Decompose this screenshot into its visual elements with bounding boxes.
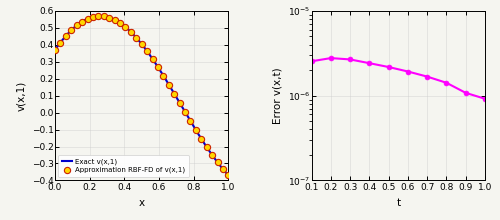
Approximation RBF-FD of v(x,1) bbox=[106, 16, 112, 19]
Exact v(x,1) bbox=[121, 25, 127, 27]
Approximation RBF-FD of v(x,1) bbox=[79, 20, 85, 23]
X-axis label: t: t bbox=[396, 198, 400, 208]
Approximation RBF-FD of v(x,1) bbox=[52, 49, 58, 51]
Exact v(x,1) bbox=[52, 49, 58, 51]
Approximation RBF-FD of v(x,1) bbox=[166, 83, 172, 86]
Approximation RBF-FD of v(x,1) bbox=[150, 58, 156, 60]
Approximation RBF-FD of v(x,1) bbox=[96, 15, 102, 17]
Approximation RBF-FD of v(x,1) bbox=[220, 168, 226, 171]
Approximation RBF-FD of v(x,1) bbox=[204, 146, 210, 149]
Exact v(x,1) bbox=[73, 25, 79, 27]
Approximation RBF-FD of v(x,1) bbox=[63, 35, 69, 37]
Approximation RBF-FD of v(x,1) bbox=[226, 174, 232, 177]
Approximation RBF-FD of v(x,1) bbox=[193, 129, 199, 131]
Approximation RBF-FD of v(x,1) bbox=[128, 31, 134, 33]
Approximation RBF-FD of v(x,1) bbox=[84, 17, 90, 20]
Approximation RBF-FD of v(x,1) bbox=[144, 50, 150, 53]
Approximation RBF-FD of v(x,1) bbox=[138, 43, 144, 46]
Approximation RBF-FD of v(x,1) bbox=[155, 66, 161, 68]
Approximation RBF-FD of v(x,1) bbox=[90, 16, 96, 18]
Approximation RBF-FD of v(x,1) bbox=[209, 154, 215, 156]
Approximation RBF-FD of v(x,1) bbox=[112, 18, 117, 21]
Y-axis label: v(x,1): v(x,1) bbox=[16, 81, 26, 111]
Approximation RBF-FD of v(x,1) bbox=[68, 29, 74, 31]
Legend: Exact v(x,1), Approximation RBF-FD of v(x,1): Exact v(x,1), Approximation RBF-FD of v(… bbox=[58, 155, 188, 177]
Approximation RBF-FD of v(x,1) bbox=[214, 161, 220, 164]
Exact v(x,1) bbox=[162, 76, 168, 79]
Approximation RBF-FD of v(x,1) bbox=[188, 120, 194, 123]
Approximation RBF-FD of v(x,1) bbox=[117, 22, 123, 24]
Approximation RBF-FD of v(x,1) bbox=[160, 74, 166, 77]
Approximation RBF-FD of v(x,1) bbox=[74, 24, 80, 27]
Approximation RBF-FD of v(x,1) bbox=[134, 36, 140, 39]
Exact v(x,1) bbox=[109, 17, 115, 20]
Exact v(x,1) bbox=[178, 103, 184, 106]
X-axis label: x: x bbox=[138, 198, 145, 208]
Approximation RBF-FD of v(x,1) bbox=[176, 101, 182, 104]
Line: Approximation RBF-FD of v(x,1): Approximation RBF-FD of v(x,1) bbox=[52, 13, 232, 178]
Approximation RBF-FD of v(x,1) bbox=[171, 92, 177, 95]
Approximation RBF-FD of v(x,1) bbox=[58, 41, 64, 44]
Y-axis label: Error v(x,t): Error v(x,t) bbox=[272, 67, 282, 124]
Exact v(x,1) bbox=[178, 104, 184, 107]
Approximation RBF-FD of v(x,1) bbox=[101, 15, 107, 18]
Approximation RBF-FD of v(x,1) bbox=[198, 138, 204, 140]
Line: Exact v(x,1): Exact v(x,1) bbox=[55, 16, 229, 175]
Approximation RBF-FD of v(x,1) bbox=[122, 26, 128, 28]
Exact v(x,1) bbox=[97, 15, 103, 17]
Exact v(x,1) bbox=[226, 174, 232, 177]
Approximation RBF-FD of v(x,1) bbox=[182, 111, 188, 113]
